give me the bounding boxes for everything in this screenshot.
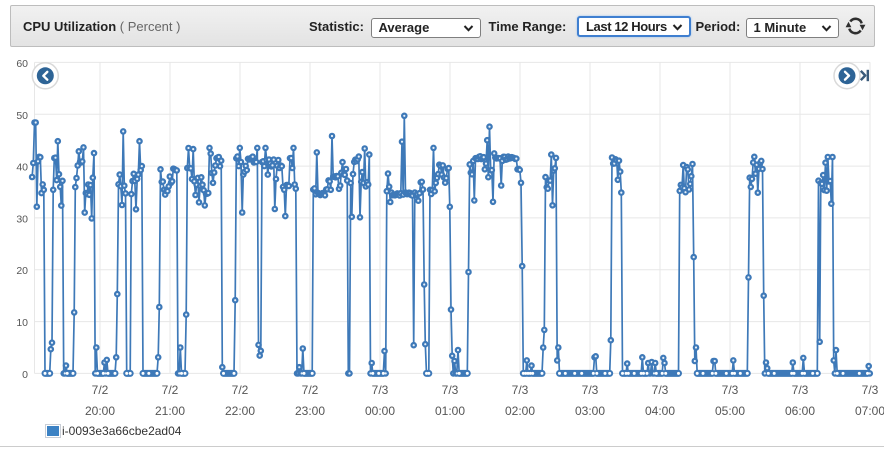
- svg-text:06:00: 06:00: [785, 404, 815, 418]
- svg-text:00:00: 00:00: [365, 404, 395, 418]
- svg-text:20:00: 20:00: [85, 404, 115, 418]
- svg-text:40: 40: [16, 162, 28, 174]
- svg-text:7/3: 7/3: [442, 383, 459, 397]
- svg-text:7/2: 7/2: [232, 383, 249, 397]
- svg-text:50: 50: [16, 110, 28, 122]
- svg-text:03:00: 03:00: [575, 404, 605, 418]
- svg-text:7/3: 7/3: [582, 383, 599, 397]
- svg-text:07:00: 07:00: [855, 404, 884, 418]
- svg-text:7/3: 7/3: [652, 383, 669, 397]
- svg-text:7/3: 7/3: [862, 383, 879, 397]
- svg-text:7/2: 7/2: [162, 383, 179, 397]
- svg-text:04:00: 04:00: [645, 404, 675, 418]
- svg-text:7/3: 7/3: [372, 383, 389, 397]
- svg-text:0: 0: [22, 369, 28, 381]
- svg-text:7/2: 7/2: [302, 383, 319, 397]
- svg-text:01:00: 01:00: [435, 404, 465, 418]
- svg-text:21:00: 21:00: [155, 404, 185, 418]
- svg-text:7/3: 7/3: [792, 383, 809, 397]
- svg-text:02:00: 02:00: [505, 404, 535, 418]
- svg-text:05:00: 05:00: [715, 404, 745, 418]
- svg-text:23:00: 23:00: [295, 404, 325, 418]
- svg-text:7/3: 7/3: [722, 383, 739, 397]
- svg-text:7/2: 7/2: [92, 383, 109, 397]
- svg-text:22:00: 22:00: [225, 404, 255, 418]
- svg-text:60: 60: [16, 58, 28, 70]
- svg-text:7/3: 7/3: [512, 383, 529, 397]
- svg-text:10: 10: [16, 317, 28, 329]
- svg-text:30: 30: [16, 213, 28, 225]
- svg-text:20: 20: [16, 265, 28, 277]
